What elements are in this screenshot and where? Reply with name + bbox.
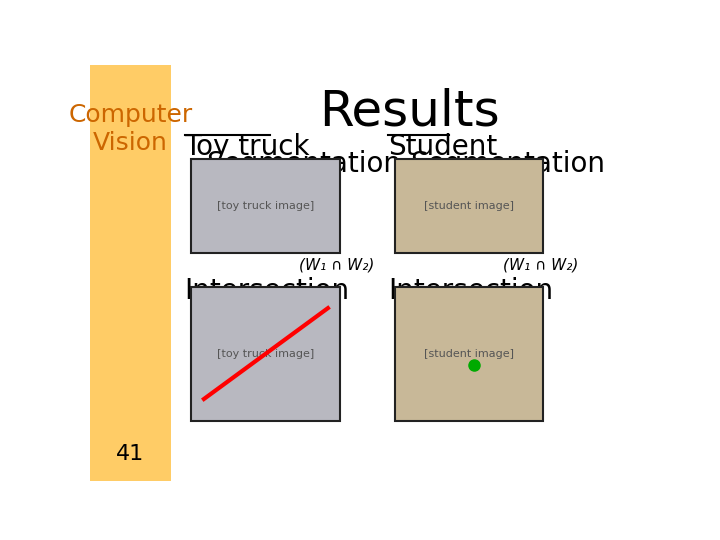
Bar (90, 65, 171, 481)
Text: Results: Results (319, 88, 500, 136)
Bar (191, 287, 340, 421)
Text: [toy truck image]: [toy truck image] (217, 201, 314, 211)
Text: (W₁ ∩ W₂): (W₁ ∩ W₂) (503, 257, 578, 272)
Text: Computer
Vision: Computer Vision (68, 103, 192, 155)
Text: Toy truck: Toy truck (184, 132, 310, 160)
Text: [student image]: [student image] (424, 348, 514, 359)
Text: [toy truck image]: [toy truck image] (217, 348, 314, 359)
Text: Segmentation: Segmentation (206, 150, 401, 178)
Text: Intersection: Intersection (184, 278, 350, 305)
Text: (W₁ ∩ W₂): (W₁ ∩ W₂) (300, 257, 374, 272)
Text: [student image]: [student image] (424, 201, 514, 211)
Bar (395, 159, 544, 253)
Text: Segmentation: Segmentation (410, 150, 605, 178)
Text: Student: Student (388, 132, 498, 160)
Bar (191, 159, 340, 253)
Bar (395, 287, 544, 421)
Text: 41: 41 (116, 444, 145, 464)
Text: Intersection: Intersection (388, 278, 554, 305)
